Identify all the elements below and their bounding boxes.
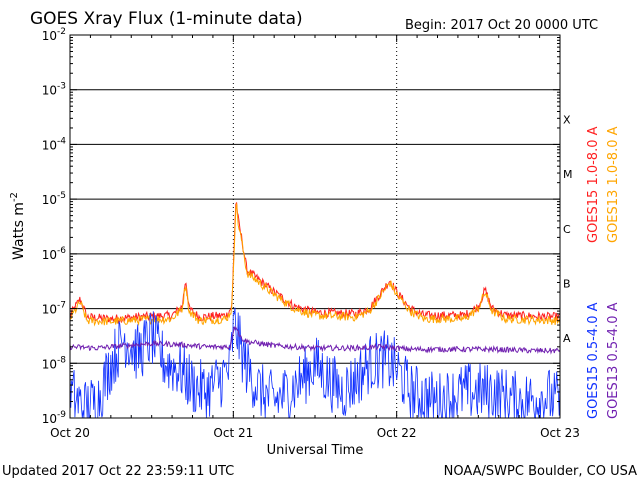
x-axis-title: Universal Time <box>267 443 364 458</box>
y-axis-title-exponent: -2 <box>9 192 20 202</box>
x-tick-label: Oct 20 <box>50 426 90 440</box>
y-axis-title: Watts m-2 <box>9 192 27 260</box>
flare-class-label: A <box>563 332 571 345</box>
y-axis-title-main: Watts m <box>11 202 27 260</box>
y-tick-label: 10-7 <box>42 301 66 317</box>
x-tick-label: Oct 23 <box>540 426 580 440</box>
begin-label: Begin: 2017 Oct 20 0000 UTC <box>405 18 598 33</box>
y-tick-label: 10-3 <box>42 82 66 98</box>
x-tick-label: Oct 22 <box>377 426 417 440</box>
y-axis: 10-2 10-3 10-4 10-5 10-6 10-7 10-8 10-9 <box>42 27 560 426</box>
legend: GOES15 1.0-8.0 A GOES13 1.0-8.0 A GOES15 0… <box>586 126 621 419</box>
series-line <box>69 326 561 355</box>
legend-entry: GOES13 0.5-4.0 A <box>606 302 621 419</box>
y-tick-label: 10-8 <box>42 355 67 371</box>
gridlines <box>70 35 560 418</box>
plot-frame <box>69 34 561 419</box>
series-group <box>69 202 561 419</box>
flare-class-label: B <box>563 277 571 290</box>
y-tick-label: 10-9 <box>42 410 67 426</box>
footer-source: NOAA/SWPC Boulder, CO USA <box>444 464 637 479</box>
legend-entry: GOES15 1.0-8.0 A <box>586 126 601 243</box>
legend-entry: GOES15 0.5-4.0 A <box>586 302 601 419</box>
series-line <box>69 203 561 327</box>
y-tick-label: 10-5 <box>42 191 66 207</box>
flare-class-label: X <box>563 113 571 126</box>
chart-title: GOES Xray Flux (1-minute data) <box>30 9 303 29</box>
flare-class-label: M <box>563 168 573 181</box>
x-tick-label: Oct 21 <box>213 426 253 440</box>
flare-class-label: C <box>563 223 571 236</box>
legend-entry: GOES13 1.0-8.0 A <box>606 126 621 243</box>
y-tick-label: 10-2 <box>42 27 66 43</box>
plot-area: 10-210-310-410-510-610-710-810-9 Oct 20 O… <box>42 27 580 440</box>
x-axis: Oct 20 Oct 21 Oct 22 Oct 23 <box>50 35 580 440</box>
y-tick-label: 10-4 <box>42 136 67 152</box>
series-line <box>69 202 561 325</box>
y-tick-label: 10-6 <box>42 246 67 262</box>
footer-updated: Updated 2017 Oct 22 23:59:11 UTC <box>2 464 234 479</box>
series-line <box>69 307 561 419</box>
flare-class-labels: X M C B A <box>563 113 573 345</box>
